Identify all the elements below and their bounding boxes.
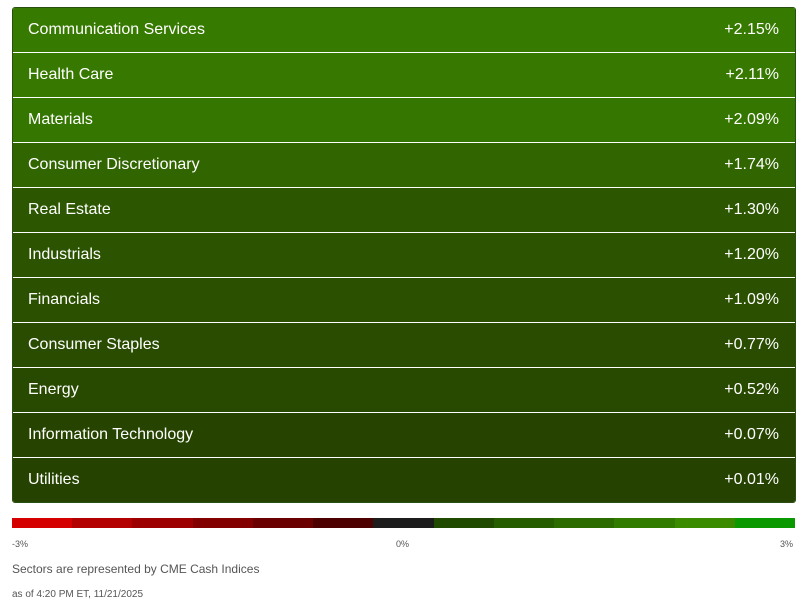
sector-change: +0.77% (724, 336, 779, 353)
sector-change: +2.09% (724, 111, 779, 128)
legend-segment (72, 518, 133, 528)
legend-min-label: -3% (12, 539, 29, 549)
legend-segment (192, 518, 253, 528)
sector-name: Real Estate (28, 201, 111, 218)
legend-segment (433, 518, 494, 528)
source-note: Sectors are represented by CME Cash Indi… (12, 562, 260, 576)
sector-row[interactable]: Industrials +1.20% (13, 233, 795, 278)
timestamp: as of 4:20 PM ET, 11/21/2025 (12, 589, 144, 600)
sector-row[interactable]: Materials +2.09% (13, 98, 795, 143)
legend-segment (734, 518, 796, 528)
sector-name: Energy (28, 381, 79, 398)
sector-name: Communication Services (28, 21, 205, 38)
sector-change: +2.11% (725, 66, 779, 83)
sector-row[interactable]: Energy +0.52% (13, 368, 795, 413)
legend-segment (373, 518, 434, 528)
sector-name: Financials (28, 291, 101, 308)
color-scale-legend (12, 518, 796, 528)
sector-row[interactable]: Communication Services +2.15% (13, 8, 795, 53)
legend-segment (554, 518, 615, 528)
sector-name: Materials (28, 111, 93, 128)
sector-change: +1.74% (724, 156, 779, 173)
legend-mid-label: 0% (396, 539, 410, 549)
sector-change: +0.07% (724, 426, 779, 443)
legend-segment (252, 518, 314, 528)
sector-row[interactable]: Consumer Staples +0.77% (13, 323, 795, 368)
sector-list: Communication Services +2.15% Health Care +… (12, 7, 796, 503)
legend-segment (674, 518, 735, 528)
legend-segment (12, 518, 73, 528)
sector-change: +0.01% (724, 471, 779, 488)
sector-name: Information Technology (28, 426, 194, 443)
sector-change: +1.09% (724, 291, 779, 308)
legend-segment (132, 518, 193, 528)
sector-name: Consumer Discretionary (28, 156, 200, 173)
sector-row[interactable]: Health Care +2.11% (13, 53, 795, 98)
sector-change: +1.30% (724, 201, 779, 218)
sector-row[interactable]: Information Technology +0.07% (13, 413, 795, 458)
sector-row[interactable]: Utilities +0.01% (13, 458, 795, 502)
sector-name: Health Care (28, 66, 114, 83)
sector-name: Consumer Staples (28, 336, 160, 353)
sector-row[interactable]: Real Estate +1.30% (13, 188, 795, 233)
sector-change: +1.20% (724, 246, 779, 263)
sector-row[interactable]: Consumer Discretionary +1.74% (13, 143, 795, 188)
sector-row[interactable]: Financials +1.09% (13, 278, 795, 323)
sector-change: +0.52% (724, 381, 779, 398)
legend-segment (313, 518, 374, 528)
legend-segment (493, 518, 555, 528)
sector-name: Utilities (28, 471, 80, 488)
sector-change: +2.15% (724, 21, 779, 38)
sector-name: Industrials (28, 246, 101, 263)
legend-segment (614, 518, 675, 528)
legend-max-label: 3% (780, 539, 794, 549)
